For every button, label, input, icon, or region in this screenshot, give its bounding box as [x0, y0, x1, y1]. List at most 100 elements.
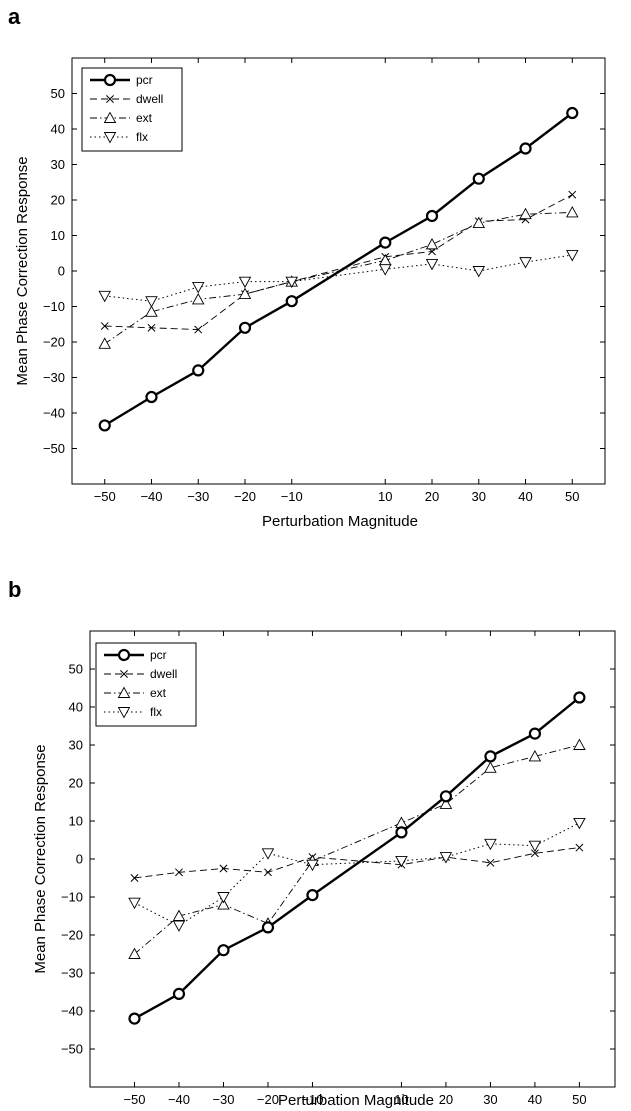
- y-tick-label: −20: [43, 335, 65, 350]
- legend-marker-pcr: [103, 73, 117, 87]
- y-tick-label: 40: [69, 700, 83, 715]
- series-ext: [128, 738, 586, 959]
- data-point-pcr: [573, 691, 586, 704]
- data-point-flx: [98, 290, 111, 303]
- data-point-dwell: [530, 849, 539, 858]
- data-point-ext: [528, 749, 542, 762]
- legend-marker-dwell: [120, 670, 128, 678]
- data-point-pcr: [566, 106, 579, 120]
- x-tick-label: −10: [301, 1092, 323, 1107]
- series-flx: [98, 250, 579, 308]
- series-flx: [128, 817, 586, 932]
- legend-box: [95, 642, 197, 727]
- series-line-dwell: [134, 847, 580, 879]
- data-point-flx: [439, 852, 453, 864]
- data-point-pcr: [484, 750, 497, 763]
- x-tick-label: −50: [123, 1092, 145, 1107]
- legend-label-pcr: pcr: [136, 73, 153, 87]
- data-point-pcr: [395, 826, 408, 839]
- data-point-dwell: [486, 858, 495, 867]
- y-tick-label: −50: [43, 441, 65, 456]
- x-tick-label: 50: [565, 489, 579, 504]
- y-tick-label: −10: [61, 890, 83, 905]
- series-line-pcr: [104, 112, 574, 427]
- y-tick-label: 50: [51, 86, 65, 101]
- x-tick-label: −40: [140, 489, 162, 504]
- data-point-ext: [172, 909, 186, 921]
- data-point-flx: [145, 296, 158, 308]
- legend-box: [81, 67, 183, 152]
- legend-marker-pcr: [117, 648, 131, 662]
- data-point-dwell: [130, 874, 139, 882]
- y-tick-label: 0: [76, 852, 83, 867]
- data-point-flx: [484, 838, 497, 851]
- data-point-ext: [145, 305, 158, 317]
- chart-panel-b: b −50 −40 −30 −20 −10 0 10 20 30 40 50 −50 −40 −30 −20 −…: [8, 577, 616, 1109]
- data-point-pcr: [217, 944, 230, 957]
- data-point-flx: [519, 257, 532, 269]
- data-point-dwell: [219, 864, 228, 873]
- data-point-dwell: [147, 323, 156, 332]
- data-point-ext: [98, 337, 111, 349]
- data-point-dwell: [568, 190, 577, 199]
- y-tick-label: 10: [69, 814, 83, 829]
- data-point-pcr: [261, 921, 275, 934]
- legend-label-flx: flx: [136, 130, 148, 144]
- series-line-pcr: [133, 696, 581, 1020]
- data-point-ext: [238, 287, 252, 300]
- data-point-dwell: [194, 325, 203, 334]
- data-point-flx: [217, 892, 230, 904]
- series-line-ext: [134, 744, 580, 955]
- y-tick-label: 0: [58, 264, 65, 279]
- legend: pcr dwell ext flx: [95, 642, 197, 727]
- series-ext: [98, 205, 579, 349]
- panel-letter: a: [8, 4, 21, 29]
- data-point-flx: [573, 817, 586, 830]
- data-point-pcr: [528, 727, 542, 740]
- x-tick-label: 30: [483, 1092, 497, 1107]
- data-point-pcr: [145, 390, 158, 404]
- data-point-dwell: [175, 868, 183, 877]
- legend-marker-flx: [103, 132, 117, 144]
- data-point-dwell: [100, 322, 109, 330]
- legend-label-pcr: pcr: [150, 648, 167, 662]
- legend: pcr dwell ext flx: [81, 67, 183, 152]
- x-tick-label: 40: [518, 489, 532, 504]
- y-axis-title: Mean Phase Correction Response: [32, 744, 49, 973]
- x-tick-label: 20: [439, 1092, 453, 1107]
- data-point-pcr: [172, 987, 186, 1001]
- x-tick-label: −40: [168, 1092, 190, 1107]
- data-point-pcr: [238, 321, 252, 334]
- y-tick-label: 30: [69, 738, 83, 753]
- data-point-dwell: [575, 843, 584, 852]
- y-tick-label: 30: [51, 157, 65, 172]
- data-point-ext: [519, 207, 532, 220]
- legend-label-ext: ext: [150, 686, 167, 700]
- data-point-pcr: [379, 236, 392, 249]
- x-tick-label: 10: [394, 1092, 408, 1107]
- x-axis-title: Perturbation Magnitude: [278, 1092, 434, 1109]
- y-tick-label: 20: [69, 776, 83, 791]
- series-line-flx: [134, 822, 580, 927]
- series-line-ext: [104, 211, 573, 345]
- x-tick-label: 30: [472, 489, 486, 504]
- series-dwell: [100, 190, 577, 334]
- data-point-ext: [395, 816, 408, 828]
- data-point-pcr: [306, 888, 319, 902]
- data-point-ext: [128, 947, 141, 959]
- data-point-pcr: [192, 364, 205, 377]
- data-point-dwell: [264, 868, 272, 877]
- legend-label-ext: ext: [136, 111, 153, 125]
- legend-marker-ext: [103, 111, 117, 123]
- y-tick-label: 40: [51, 122, 65, 137]
- data-point-flx: [566, 250, 579, 262]
- y-tick-label: −40: [43, 406, 65, 421]
- legend-marker-dwell: [106, 95, 114, 103]
- y-axis-title: Mean Phase Correction Response: [14, 156, 31, 385]
- data-point-flx: [425, 258, 439, 271]
- data-point-pcr: [472, 172, 485, 185]
- x-tick-label: −20: [234, 489, 256, 504]
- data-point-ext: [484, 761, 497, 773]
- data-point-ext: [439, 797, 453, 809]
